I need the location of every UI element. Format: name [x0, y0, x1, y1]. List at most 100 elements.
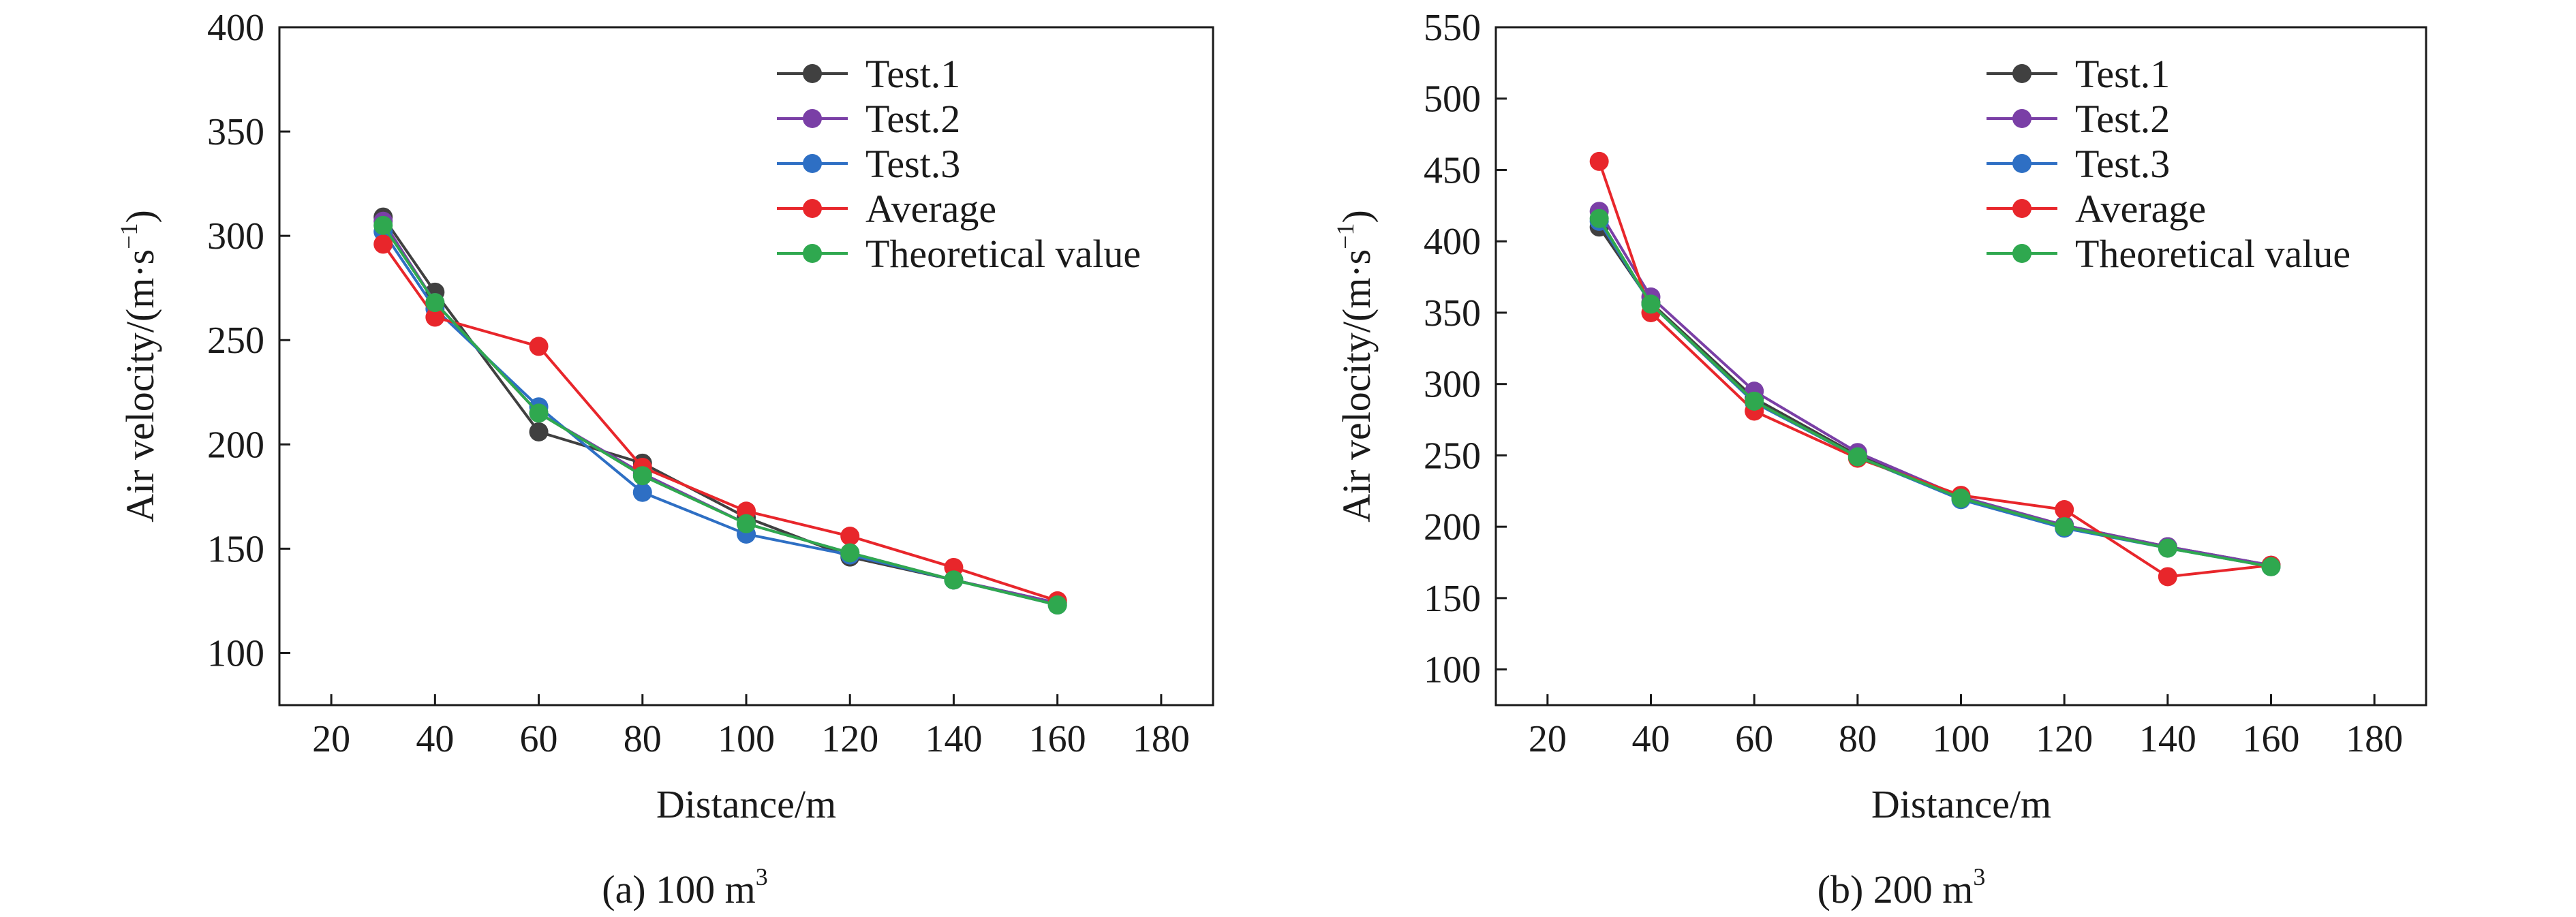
data-point — [1847, 447, 1867, 467]
data-point — [2261, 557, 2281, 576]
y-axis-label-main: Air velocity/(m·s — [118, 249, 162, 523]
y-tick-label: 450 — [1424, 149, 1481, 191]
y-tick-label: 100 — [207, 632, 264, 674]
data-point — [2158, 538, 2177, 558]
x-tick-label: 140 — [925, 718, 982, 760]
caption-sup: 3 — [1973, 863, 1985, 890]
y-axis-label: Air velocity/(m·s−1) — [115, 210, 162, 523]
y-tick-label: 400 — [1424, 221, 1481, 263]
y-tick-label: 350 — [207, 111, 264, 153]
y-tick-label: 200 — [1424, 506, 1481, 548]
legend-label: Theoretical value — [2075, 232, 2350, 276]
x-axis-label: Distance/m — [656, 782, 836, 826]
x-tick-label: 20 — [1529, 718, 1567, 760]
series-line — [382, 224, 1058, 606]
caption-text: (b) 200 m — [1818, 867, 1974, 912]
data-point — [944, 570, 964, 590]
x-tick-label: 160 — [1029, 718, 1086, 760]
x-tick-label: 20 — [312, 718, 350, 760]
legend-marker — [803, 109, 822, 128]
legend-label: Test.1 — [865, 52, 960, 96]
y-tick-label: 550 — [1424, 7, 1481, 49]
x-tick-label: 80 — [624, 718, 662, 760]
y-axis-label-end: ) — [118, 210, 162, 223]
data-point — [1589, 151, 1609, 171]
data-point — [2055, 500, 2074, 520]
legend-label: Test.1 — [2075, 52, 2170, 96]
legend-label: Theoretical value — [865, 232, 1141, 276]
y-tick-label: 200 — [207, 424, 264, 466]
legend-label: Average — [865, 187, 996, 231]
y-tick-label: 150 — [1424, 578, 1481, 620]
legend-item: Test.2 — [777, 97, 960, 141]
y-axis-label: Air velocity/(m·s−1) — [1332, 210, 1379, 523]
x-tick-label: 40 — [1632, 718, 1670, 760]
data-point — [529, 337, 549, 356]
legend-marker — [2012, 154, 2031, 173]
data-point — [1745, 391, 1764, 411]
x-tick-label: 120 — [2036, 718, 2093, 760]
data-point — [737, 514, 756, 533]
legend-marker — [803, 64, 822, 83]
legend-label: Test.3 — [865, 142, 960, 186]
y-tick-label: 400 — [207, 7, 264, 49]
data-point — [373, 234, 393, 254]
y-tick-label: 250 — [1424, 435, 1481, 477]
y-axis-label-sup: −1 — [115, 223, 142, 249]
data-point — [373, 215, 393, 235]
legend-item: Test.3 — [777, 142, 960, 186]
data-point — [425, 307, 445, 327]
legend-item: Test.2 — [1987, 97, 2170, 141]
data-point — [632, 482, 652, 502]
panel-caption: (b) 200 m3 — [1818, 863, 1986, 912]
y-axis-label-end: ) — [1334, 210, 1379, 223]
series-theoretical-value — [1589, 208, 2281, 576]
legend-label: Test.2 — [865, 97, 960, 141]
x-tick-label: 180 — [2346, 718, 2403, 760]
legend-marker — [2012, 109, 2031, 128]
legend-marker — [2012, 244, 2031, 263]
y-axis-label-main: Air velocity/(m·s — [1334, 249, 1379, 523]
x-tick-label: 140 — [2139, 718, 2196, 760]
x-tick-label: 120 — [821, 718, 878, 760]
y-axis-label-sup: −1 — [1332, 223, 1359, 249]
legend-label: Test.3 — [2075, 142, 2170, 186]
x-tick-label: 40 — [416, 718, 454, 760]
chart-panel-a: 20 40 60 80 100 120 140 160 180 100 150 200 250 300 35… — [115, 7, 1214, 912]
x-tick-label: 100 — [718, 718, 775, 760]
data-point — [1589, 208, 1609, 228]
data-point — [840, 543, 860, 563]
legend-item: Theoretical value — [777, 232, 1141, 276]
y-tick-label: 150 — [207, 528, 264, 570]
legend-marker — [803, 154, 822, 173]
data-point — [529, 422, 549, 441]
data-point — [425, 293, 445, 313]
y-tick-label: 300 — [207, 215, 264, 258]
x-tick-label: 180 — [1133, 718, 1190, 760]
x-tick-label: 160 — [2243, 718, 2300, 760]
caption-sup: 3 — [756, 863, 768, 890]
legend-marker — [2012, 64, 2031, 83]
data-point — [632, 466, 652, 486]
legend-item: Average — [777, 187, 996, 231]
legend-marker — [2012, 199, 2031, 218]
x-tick-label: 80 — [1839, 718, 1877, 760]
data-point — [2055, 517, 2074, 537]
x-tick-label: 100 — [1933, 718, 1990, 760]
y-tick-label: 250 — [207, 320, 264, 362]
legend-marker — [803, 244, 822, 263]
x-tick-label: 60 — [1735, 718, 1773, 760]
data-point — [1641, 294, 1661, 314]
panel-caption: (a) 100 m3 — [602, 863, 768, 912]
legend-label: Test.2 — [2075, 97, 2170, 141]
legend-label: Average — [2075, 187, 2206, 231]
data-point — [1047, 595, 1067, 615]
legend-item: Average — [1987, 187, 2206, 231]
legend-item: Test.1 — [777, 52, 960, 96]
data-point — [2158, 567, 2177, 587]
y-tick-label: 350 — [1424, 292, 1481, 335]
series-theoretical-value — [373, 215, 1067, 615]
